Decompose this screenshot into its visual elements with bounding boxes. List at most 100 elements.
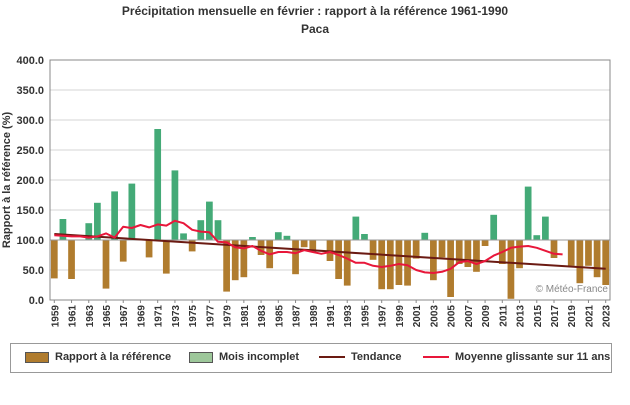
x-tick-label: 2001 bbox=[412, 305, 423, 328]
bar-1971 bbox=[154, 129, 162, 240]
x-tick-label: 1987 bbox=[292, 305, 303, 328]
watermark: © Météo-France bbox=[536, 284, 609, 295]
bar-1973 bbox=[171, 170, 179, 240]
bar-2006 bbox=[455, 240, 463, 264]
bar-2017 bbox=[550, 240, 558, 258]
bar-2013 bbox=[516, 240, 523, 269]
x-tick-label: 1975 bbox=[188, 305, 199, 328]
bar-1972 bbox=[162, 240, 170, 274]
x-tick-label: 1961 bbox=[68, 305, 79, 328]
bar-1981 bbox=[240, 240, 248, 278]
y-tick-label: 100.0 bbox=[16, 235, 44, 247]
bar-1976 bbox=[197, 220, 205, 240]
bar-1989 bbox=[309, 240, 317, 251]
bar-1967 bbox=[119, 240, 127, 262]
bar-1985 bbox=[274, 232, 282, 240]
bar-2007 bbox=[464, 240, 472, 267]
x-tick-label: 2013 bbox=[516, 305, 527, 328]
x-tick-label: 1973 bbox=[171, 305, 182, 328]
bar-1992 bbox=[335, 240, 342, 279]
x-tick-label: 1999 bbox=[395, 305, 406, 328]
bar-1960 bbox=[59, 219, 67, 240]
chart-subtitle: Paca bbox=[300, 22, 330, 36]
x-tick-label: 2021 bbox=[584, 305, 595, 328]
bar-2014 bbox=[524, 186, 532, 240]
bar-1987 bbox=[292, 240, 299, 275]
x-tick-label: 2003 bbox=[429, 305, 440, 328]
legend-item-rapport: Rapport à la référence bbox=[25, 351, 171, 365]
bar-1988 bbox=[300, 240, 308, 248]
bar-1970 bbox=[145, 240, 153, 258]
x-tick-label: 1977 bbox=[205, 305, 216, 328]
y-tick-label: 350.0 bbox=[16, 85, 44, 97]
chart-legend: Rapport à la référence Mois incomplet Te… bbox=[10, 343, 612, 373]
legend-label-rapport: Rapport à la référence bbox=[55, 351, 172, 363]
x-tick-label: 2023 bbox=[602, 305, 613, 328]
legend-label-moyenne-glissante: Moyenne glissante sur 11 ans bbox=[455, 351, 611, 363]
chart-title: Précipitation mensuelle en février : rap… bbox=[121, 4, 509, 18]
legend-item-moyenne-glissante: Moyenne glissante sur 11 ans bbox=[423, 351, 610, 365]
bar-1964 bbox=[94, 202, 101, 240]
legend-line-tendance bbox=[319, 356, 345, 359]
x-tick-label: 1997 bbox=[378, 305, 389, 328]
legend-label-tendance: Tendance bbox=[351, 351, 402, 363]
bar-1999 bbox=[395, 240, 403, 285]
legend-item-mois-incomplet: Mois incomplet bbox=[189, 351, 299, 365]
chart-plot: 0.0 50.0 100.0 150.0 200.0 250.0 300.0 350.0 400… bbox=[1, 55, 613, 328]
bar-1965 bbox=[102, 240, 110, 289]
bar-1995 bbox=[361, 234, 368, 240]
bar-1986 bbox=[283, 235, 291, 240]
bar-2003 bbox=[430, 240, 437, 281]
x-tick-label: 1965 bbox=[102, 305, 113, 328]
bar-1968 bbox=[128, 183, 136, 240]
bar-2019 bbox=[567, 240, 575, 266]
bar-1974 bbox=[180, 233, 187, 240]
bar-1979 bbox=[223, 240, 230, 292]
bar-2010 bbox=[490, 214, 498, 240]
x-tick-label: 1981 bbox=[240, 305, 251, 328]
bar-1966 bbox=[111, 191, 118, 240]
x-tick-label: 2015 bbox=[533, 305, 544, 328]
x-tick-label: 1959 bbox=[50, 305, 61, 328]
bar-1963 bbox=[85, 223, 93, 240]
x-tick-label: 2009 bbox=[481, 305, 492, 328]
y-tick-label: 50.0 bbox=[23, 265, 44, 277]
x-tick-label: 2017 bbox=[550, 305, 561, 328]
bar-1975 bbox=[188, 240, 196, 252]
y-tick-label: 150.0 bbox=[16, 205, 44, 217]
x-tick-label: 1969 bbox=[136, 305, 147, 328]
legend-swatch-mois-incomplet bbox=[189, 351, 213, 363]
bar-1961 bbox=[68, 240, 75, 279]
bar-1998 bbox=[386, 240, 394, 290]
bar-1980 bbox=[231, 240, 239, 281]
bar-1982 bbox=[249, 237, 256, 240]
y-axis-label: Rapport à la référence (%) bbox=[1, 112, 13, 249]
bar-2012 bbox=[507, 240, 515, 299]
y-tick-label: 300.0 bbox=[16, 115, 44, 127]
legend-line-moyenne-glissante bbox=[423, 356, 449, 359]
bar-1997 bbox=[378, 240, 386, 290]
y-tick-label: 200.0 bbox=[16, 175, 44, 187]
bar-2023 bbox=[602, 240, 610, 285]
bar-1978 bbox=[214, 220, 222, 240]
x-tick-label: 1991 bbox=[326, 305, 337, 328]
bar-2004 bbox=[438, 240, 446, 258]
x-tick-label: 1985 bbox=[274, 305, 285, 328]
bar-1994 bbox=[352, 216, 360, 240]
bar-2008 bbox=[473, 240, 480, 272]
x-tick-label: 1971 bbox=[154, 305, 165, 328]
y-tick-label: 0.0 bbox=[29, 295, 44, 307]
bar-2021 bbox=[585, 240, 592, 266]
bar-2022 bbox=[593, 240, 601, 278]
legend-item-tendance: Tendance bbox=[319, 351, 402, 365]
x-tick-label: 1983 bbox=[257, 305, 268, 328]
x-tick-label: 1989 bbox=[309, 305, 320, 328]
bar-1993 bbox=[343, 240, 351, 286]
moving-average-line bbox=[54, 219, 563, 274]
x-tick-label: 2005 bbox=[447, 305, 458, 328]
legend-label-mois-incomplet: Mois incomplet bbox=[219, 351, 300, 363]
bar-2001 bbox=[412, 240, 420, 259]
bar-2000 bbox=[404, 240, 411, 286]
bar-1959 bbox=[50, 240, 58, 279]
